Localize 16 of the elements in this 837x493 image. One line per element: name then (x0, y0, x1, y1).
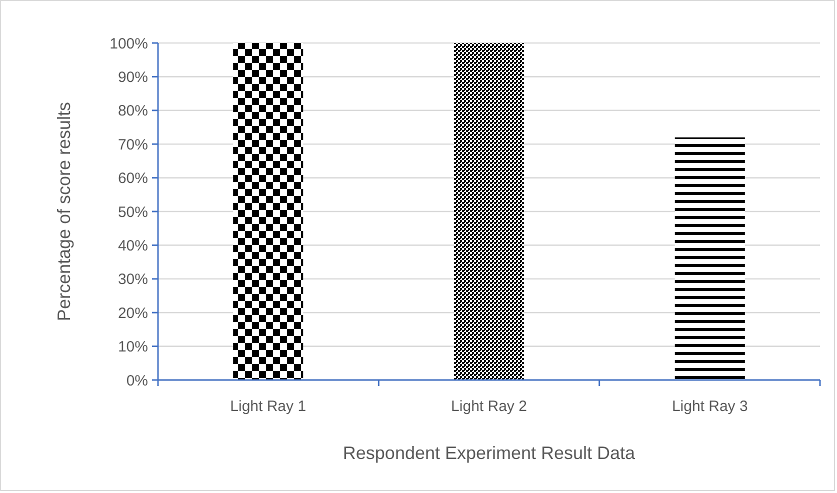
x-axis-title: Respondent Experiment Result Data (342, 443, 636, 463)
y-tick-label: 0% (126, 372, 148, 390)
y-tick-label: 90% (118, 68, 148, 86)
y-tick-label: 50% (118, 204, 148, 221)
y-tick-label: 10% (118, 338, 148, 356)
y-tick-label: 60% (118, 170, 148, 188)
y-tick-label: 70% (118, 136, 148, 154)
x-tick-label: Light Ray 1 (230, 398, 306, 415)
y-axis-title: Percentage of score results (54, 102, 74, 322)
y-tick-label: 100% (110, 35, 148, 52)
x-tick-label: Light Ray 2 (451, 398, 527, 415)
y-tick-label: 30% (118, 271, 148, 288)
x-tick-label: Light Ray 3 (672, 398, 748, 415)
y-tick-label: 80% (118, 102, 148, 120)
y-tick-label: 40% (118, 237, 148, 254)
y-tick-label: 20% (118, 304, 148, 322)
